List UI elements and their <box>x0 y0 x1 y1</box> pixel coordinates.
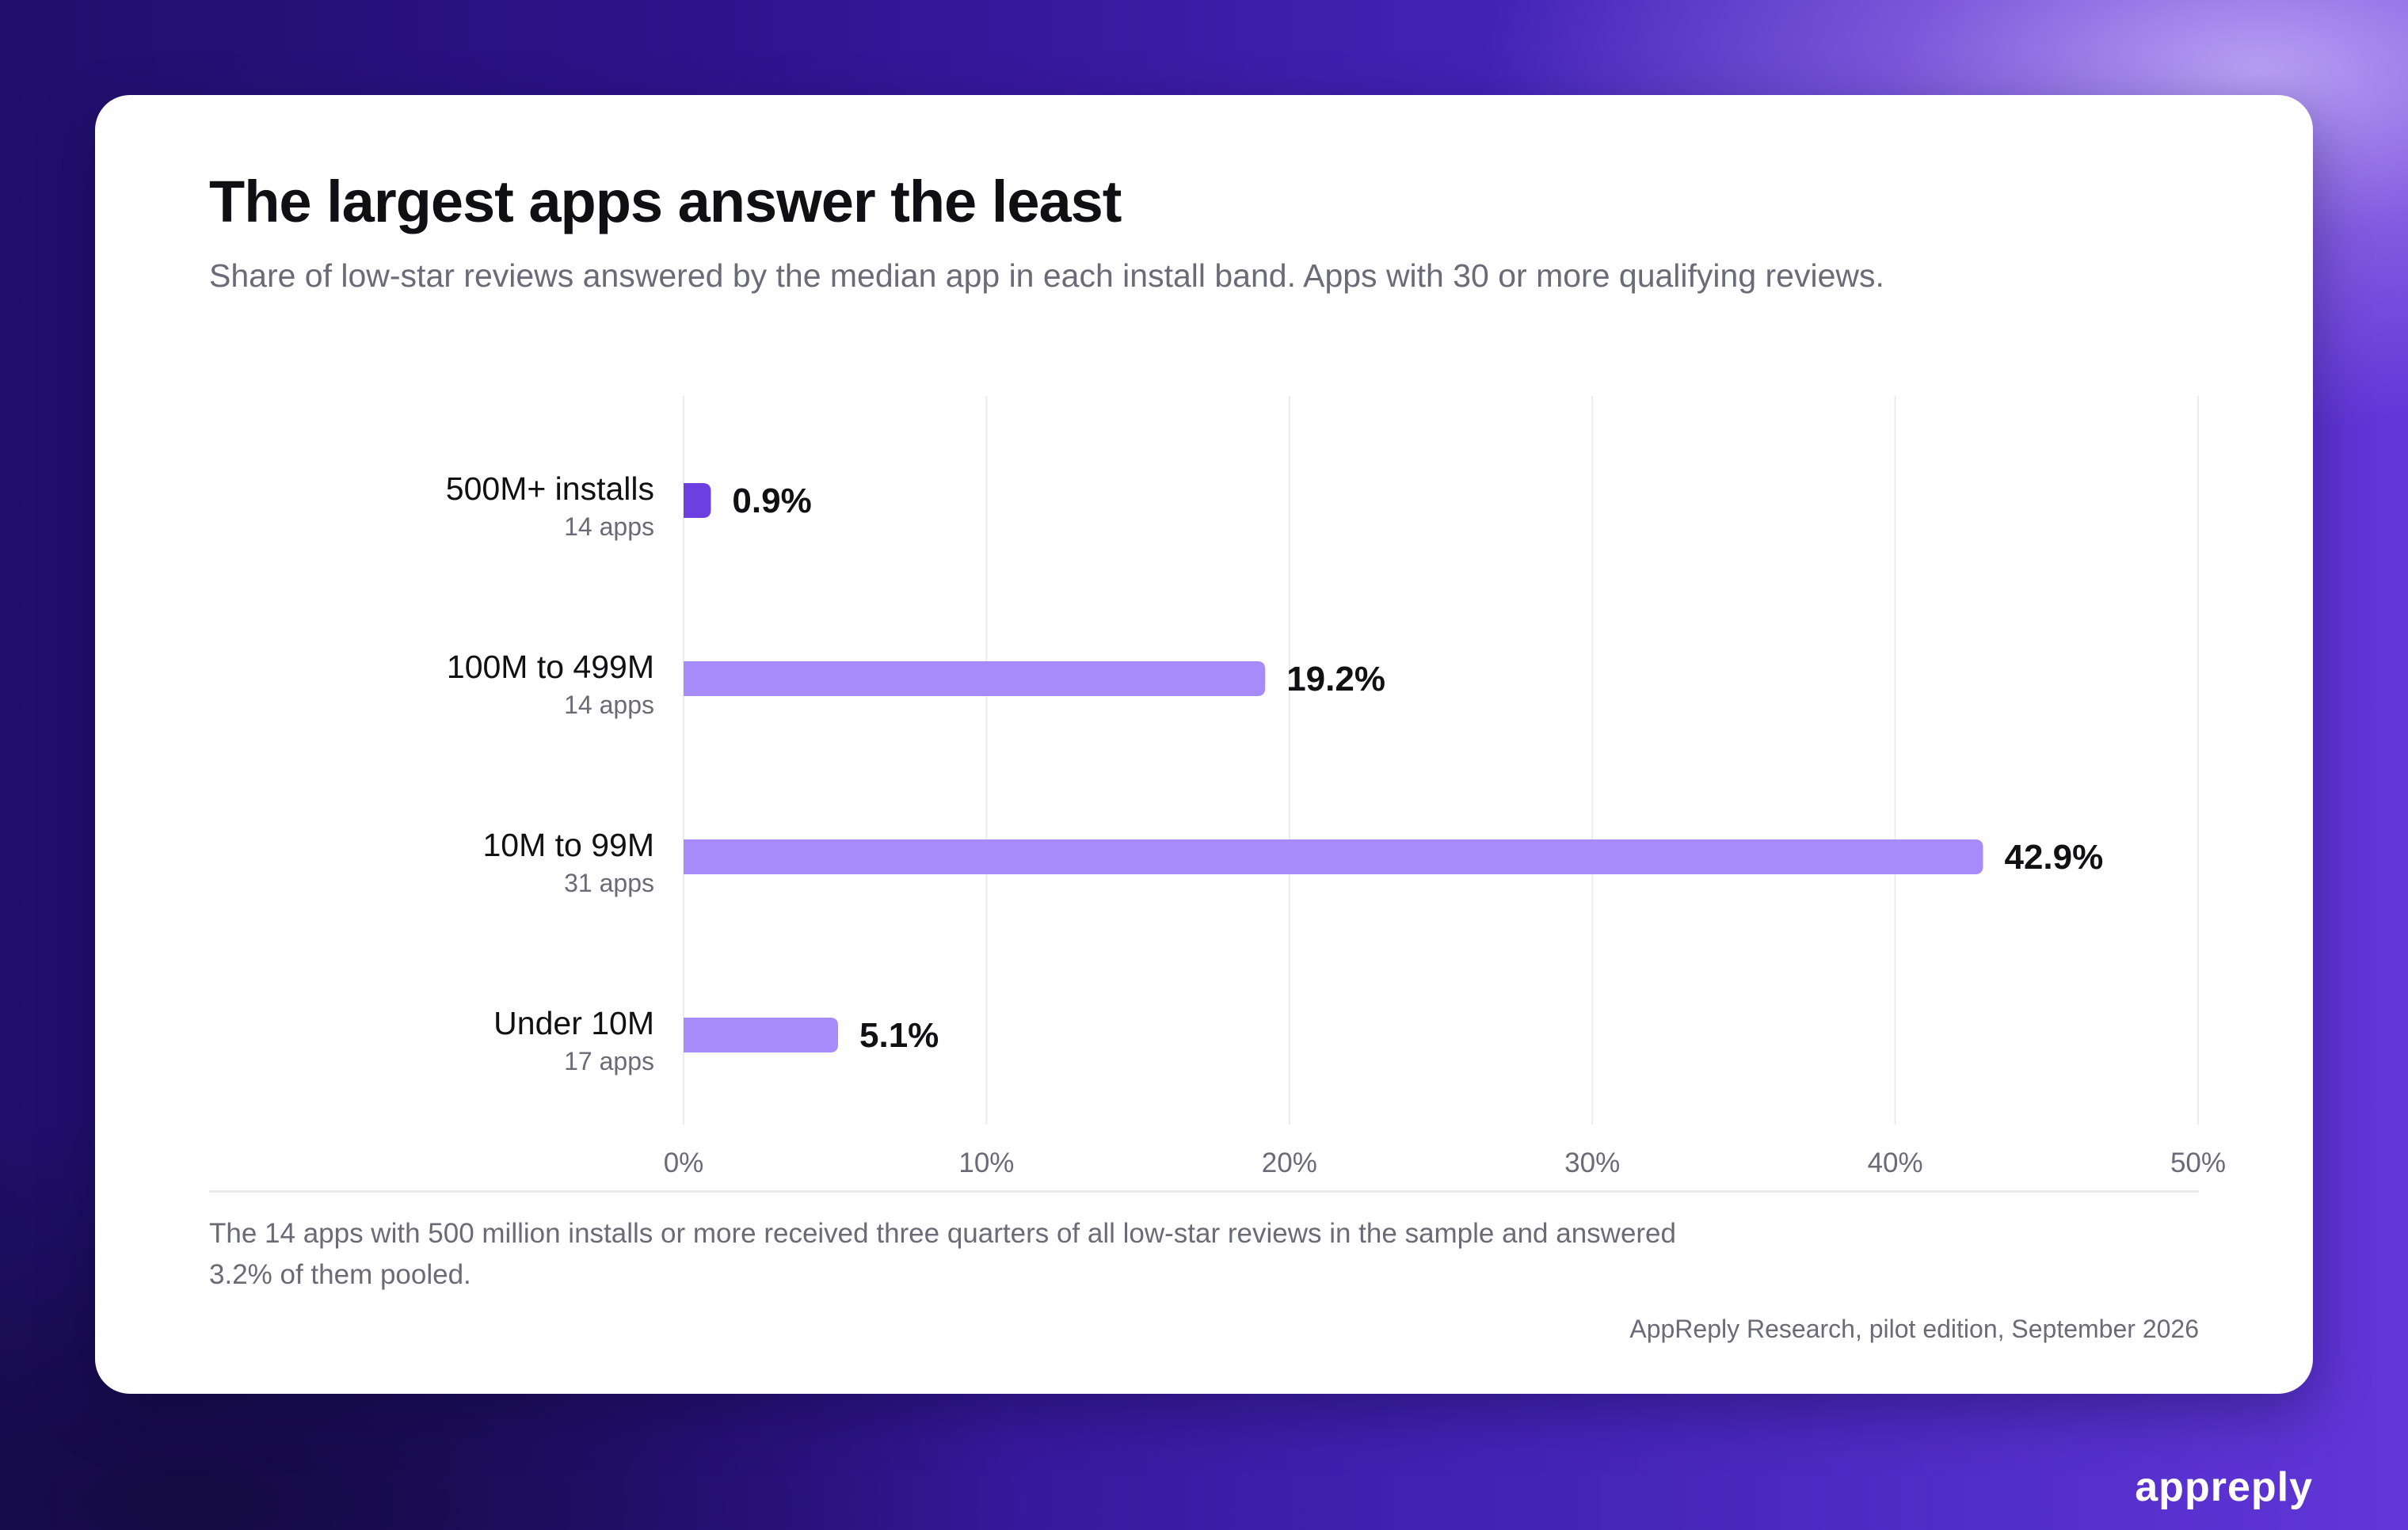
chart-card: The largest apps answer the least Share … <box>95 95 2313 1394</box>
x-tick-label: 40% <box>1868 1148 1923 1178</box>
chart-subtitle: Share of low-star reviews answered by th… <box>209 257 1884 294</box>
category-sublabel: 31 apps <box>564 869 654 897</box>
x-tick-label: 20% <box>1262 1148 1317 1178</box>
category-sublabel: 14 apps <box>564 691 654 719</box>
bar-value-label: 19.2% <box>1286 660 1385 698</box>
brand-logo: appreply <box>2135 1464 2313 1510</box>
x-tick-label: 30% <box>1564 1148 1620 1178</box>
bar <box>684 483 711 518</box>
bar-chart: 0% 10% 20% 30% 40% 50% 500M+ installs 14 apps 0.… <box>446 396 2226 1178</box>
category-sublabel: 14 apps <box>564 512 654 541</box>
bar-value-label: 5.1% <box>859 1016 939 1055</box>
x-tick-label: 10% <box>958 1148 1014 1178</box>
category-label: 500M+ installs <box>446 470 654 507</box>
footer-divider <box>209 1190 2199 1193</box>
category-label: 100M to 499M <box>447 649 654 685</box>
x-tick-label: 0% <box>664 1148 704 1178</box>
chart-title: The largest apps answer the least <box>209 169 1122 234</box>
chart-note: The 14 apps with 500 million installs or… <box>209 1218 1676 1290</box>
category-sublabel: 17 apps <box>564 1047 654 1075</box>
bar <box>684 661 1266 696</box>
bar-value-label: 0.9% <box>732 481 811 520</box>
bar <box>684 1018 839 1052</box>
bar <box>684 839 1983 874</box>
bar-value-label: 42.9% <box>2004 838 2103 877</box>
category-label: Under 10M <box>493 1005 654 1041</box>
category-label: 10M to 99M <box>483 827 655 863</box>
x-tick-label: 50% <box>2170 1148 2226 1178</box>
chart-source: AppReply Research, pilot edition, Septem… <box>1629 1315 2199 1343</box>
